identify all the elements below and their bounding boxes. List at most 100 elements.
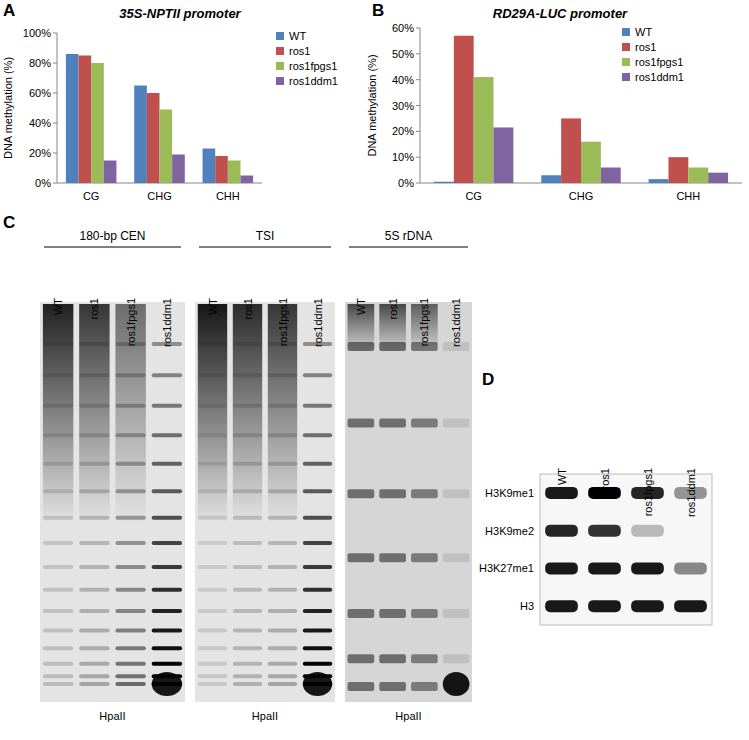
band bbox=[79, 588, 109, 592]
band bbox=[233, 629, 262, 633]
band bbox=[115, 646, 145, 650]
band bbox=[268, 682, 297, 686]
band bbox=[303, 404, 332, 408]
band bbox=[152, 516, 182, 520]
band bbox=[268, 373, 297, 377]
bars bbox=[66, 54, 253, 183]
band bbox=[43, 565, 73, 569]
band bbox=[233, 462, 262, 466]
band bbox=[233, 588, 262, 592]
band bbox=[115, 404, 145, 408]
band bbox=[233, 565, 262, 569]
y-tick bbox=[416, 105, 420, 106]
band bbox=[443, 672, 470, 696]
y-tick bbox=[53, 183, 57, 184]
row-label: H3K9me1 bbox=[485, 487, 534, 499]
band bbox=[198, 404, 227, 408]
band bbox=[348, 553, 375, 562]
bar bbox=[215, 156, 228, 183]
band bbox=[545, 525, 578, 537]
band bbox=[348, 342, 375, 351]
band bbox=[303, 373, 332, 377]
band bbox=[115, 682, 145, 686]
y-tick-label: 80% bbox=[29, 57, 51, 69]
band bbox=[545, 562, 578, 574]
band bbox=[79, 433, 109, 437]
band bbox=[631, 487, 664, 499]
enzyme-label: HpaII bbox=[395, 710, 421, 722]
bar bbox=[91, 63, 104, 183]
band bbox=[115, 609, 145, 613]
band bbox=[379, 682, 406, 691]
band bbox=[79, 662, 109, 666]
band bbox=[443, 489, 470, 498]
chart-title: RD29A-LUC promoter bbox=[493, 6, 628, 21]
smear bbox=[43, 304, 73, 524]
bar bbox=[561, 118, 581, 183]
blot-title: 180-bp CEN bbox=[79, 229, 145, 243]
band bbox=[379, 654, 406, 663]
band bbox=[348, 682, 375, 691]
band bbox=[79, 674, 109, 678]
band bbox=[115, 629, 145, 633]
bar bbox=[240, 176, 253, 184]
lane bbox=[115, 304, 145, 686]
smear bbox=[152, 304, 182, 524]
band bbox=[198, 682, 227, 686]
band bbox=[152, 629, 182, 633]
lane bbox=[379, 304, 406, 691]
band bbox=[115, 342, 145, 346]
y-tick bbox=[53, 123, 57, 124]
band bbox=[79, 646, 109, 650]
band bbox=[268, 462, 297, 466]
bar bbox=[134, 86, 147, 184]
y-tick bbox=[53, 63, 57, 64]
y-tick-label: 40% bbox=[392, 74, 414, 86]
band bbox=[79, 541, 109, 545]
y-tick-label: 30% bbox=[392, 100, 414, 112]
band bbox=[233, 662, 262, 666]
blot-title: 5S rDNA bbox=[385, 229, 432, 243]
band bbox=[303, 516, 332, 520]
blot-background bbox=[40, 302, 185, 702]
x-tick-label: CHG bbox=[569, 190, 593, 202]
band bbox=[43, 629, 73, 633]
lane bbox=[43, 304, 73, 686]
smear bbox=[411, 304, 438, 352]
band bbox=[411, 654, 438, 663]
band bbox=[233, 489, 262, 493]
x-tick-label: CHH bbox=[676, 190, 700, 202]
band bbox=[152, 588, 182, 592]
bar bbox=[203, 149, 216, 184]
band bbox=[233, 342, 262, 346]
band bbox=[43, 404, 73, 408]
band bbox=[43, 489, 73, 493]
band bbox=[268, 541, 297, 545]
band bbox=[268, 662, 297, 666]
band bbox=[79, 516, 109, 520]
row-label: H3 bbox=[520, 600, 534, 612]
y-axis-label: DNA methylation (%) bbox=[2, 57, 14, 159]
legend-swatch bbox=[622, 73, 630, 81]
band bbox=[411, 553, 438, 562]
band bbox=[268, 674, 297, 678]
band bbox=[379, 489, 406, 498]
band bbox=[198, 588, 227, 592]
band bbox=[411, 489, 438, 498]
lane bbox=[443, 304, 470, 696]
smear bbox=[303, 304, 332, 524]
lane bbox=[79, 304, 109, 686]
blot-frame bbox=[540, 474, 712, 625]
legend-label: WT bbox=[289, 30, 306, 42]
band bbox=[43, 662, 73, 666]
band bbox=[152, 541, 182, 545]
band bbox=[115, 565, 145, 569]
band bbox=[233, 674, 262, 678]
band bbox=[152, 433, 182, 437]
band bbox=[152, 373, 182, 377]
band bbox=[268, 404, 297, 408]
legend-swatch bbox=[276, 62, 284, 70]
band bbox=[268, 489, 297, 493]
band bbox=[115, 489, 145, 493]
band bbox=[443, 419, 470, 428]
